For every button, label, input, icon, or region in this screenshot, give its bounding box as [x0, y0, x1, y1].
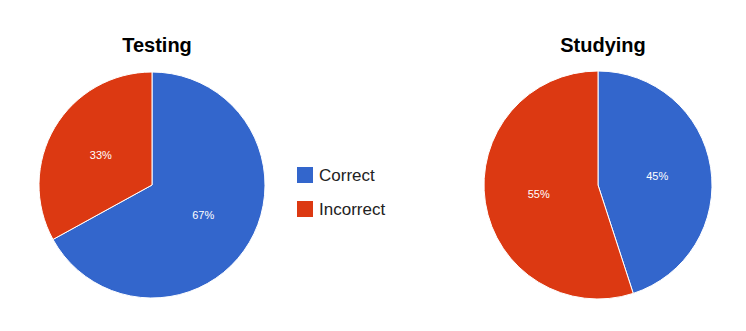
svg-text:45%: 45%: [646, 170, 668, 182]
svg-text:Testing: Testing: [122, 34, 192, 56]
svg-text:Studying: Studying: [560, 34, 646, 56]
svg-text:67%: 67%: [192, 209, 214, 221]
svg-text:Incorrect: Incorrect: [319, 200, 385, 219]
svg-text:55%: 55%: [528, 188, 550, 200]
svg-text:33%: 33%: [90, 149, 112, 161]
svg-text:Correct: Correct: [319, 166, 375, 185]
